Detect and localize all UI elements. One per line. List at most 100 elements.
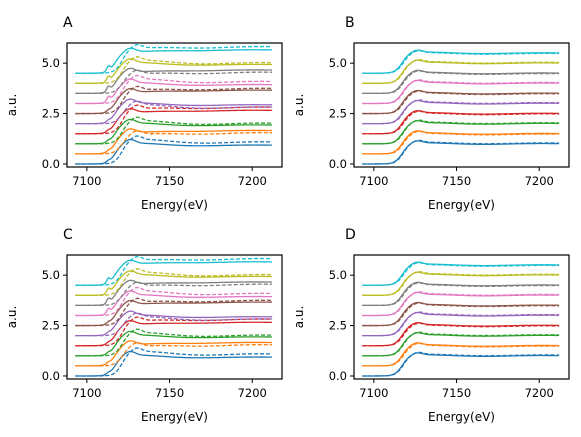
y-tick-label: 5.0 <box>329 268 347 282</box>
y-axis-label: a.u. <box>292 94 306 117</box>
panel-label: C <box>63 227 73 243</box>
series-3-solid-line <box>75 330 273 357</box>
series-2-solid-line <box>75 128 273 155</box>
series-3-dashed-line <box>362 119 560 145</box>
series-9-dashed-line <box>75 268 273 296</box>
x-tick-label: 7150 <box>155 386 184 400</box>
series-10-dashed-line <box>75 44 273 74</box>
series-8-dashed-line <box>362 282 560 307</box>
series-8-dashed-line <box>362 70 560 95</box>
series-10-dashed-line <box>362 50 560 74</box>
y-axis-label: a.u. <box>5 94 19 117</box>
series-4-solid-line <box>75 320 273 347</box>
y-tick-label: 5.0 <box>42 268 60 282</box>
panel-D: D 7100 7150 7200 0.0 2.5 5.0 Energy(eV) a.u. <box>292 227 570 424</box>
series-2-dashed-line <box>362 130 560 155</box>
series-2-dashed-line <box>362 342 560 367</box>
x-tick-label: 7200 <box>525 174 554 188</box>
series-8-dashed-line <box>75 69 273 95</box>
series-3-dashed-line <box>75 328 273 357</box>
series-1-dashed-line <box>362 351 560 377</box>
panel-B: B 7100 7150 7200 0.0 2.5 5.0 Energy(eV) a.u. <box>292 15 570 212</box>
series-7-dashed-line <box>362 79 560 105</box>
series-1-solid-line <box>75 350 273 377</box>
panel-label: D <box>345 227 356 243</box>
series-7-dashed-line <box>75 286 273 317</box>
series-group <box>362 49 560 165</box>
series-8-solid-line <box>75 67 273 95</box>
y-axis-label: a.u. <box>292 306 306 329</box>
series-2-dashed-line <box>75 342 273 367</box>
series-3-dashed-line <box>75 116 273 145</box>
series-1-dashed-line <box>362 139 560 165</box>
series-group <box>362 261 560 377</box>
series-8-solid-line <box>75 279 273 307</box>
x-axis-label: Energy(eV) <box>428 198 495 212</box>
series-6-solid-line <box>75 299 273 327</box>
series-5-solid-line <box>75 310 273 337</box>
x-tick-label: 7200 <box>238 386 267 400</box>
series-3-solid-line <box>75 118 273 145</box>
series-4-dashed-line <box>75 104 273 135</box>
panel-C: C 7100 7150 7200 0.0 2.5 5.0 Energy(eV) a.u. <box>5 227 283 424</box>
axes-frame <box>66 42 283 168</box>
series-9-solid-line <box>75 58 273 84</box>
y-tick-label: 0.0 <box>329 369 347 383</box>
x-tick-label: 7100 <box>72 386 101 400</box>
series-5-dashed-line <box>75 100 273 125</box>
series-5-dashed-line <box>362 311 560 337</box>
series-7-solid-line <box>75 78 273 105</box>
series-10-dashed-line <box>75 256 273 286</box>
y-tick-label: 5.0 <box>329 56 347 70</box>
x-tick-label: 7100 <box>359 386 388 400</box>
y-tick-label: 0.0 <box>42 369 60 383</box>
series-group <box>75 44 273 165</box>
series-4-dashed-line <box>75 316 273 347</box>
series-10-solid-line <box>75 47 273 74</box>
series-10-solid-line <box>75 259 273 286</box>
series-2-solid-line <box>75 340 273 367</box>
series-4-dashed-line <box>362 322 560 347</box>
series-7-dashed-line <box>75 74 273 105</box>
series-1-dashed-line <box>75 135 273 165</box>
series-5-solid-line <box>75 98 273 125</box>
y-tick-label: 2.5 <box>42 107 60 121</box>
x-axis-label: Energy(eV) <box>141 410 208 424</box>
x-tick-label: 7150 <box>442 174 471 188</box>
x-tick-label: 7200 <box>238 174 267 188</box>
y-tick-label: 5.0 <box>42 56 60 70</box>
series-8-dashed-line <box>75 281 273 307</box>
series-10-dashed-line <box>362 262 560 286</box>
y-tick-label: 0.0 <box>329 157 347 171</box>
x-axis-label: Energy(eV) <box>141 198 208 212</box>
series-7-solid-line <box>75 290 273 317</box>
series-1-solid-line <box>75 138 273 165</box>
y-tick-label: 2.5 <box>329 107 347 121</box>
series-6-dashed-line <box>362 90 560 115</box>
x-axis-label: Energy(eV) <box>428 410 495 424</box>
panel-label: A <box>63 15 73 31</box>
series-4-solid-line <box>75 108 273 135</box>
series-2-dashed-line <box>75 130 273 155</box>
x-tick-label: 7100 <box>72 174 101 188</box>
series-9-dashed-line <box>362 59 560 84</box>
panel-A: A 7100 7150 7200 0.0 2.5 5.0 Energy(eV) a.u. <box>5 15 283 212</box>
y-tick-label: 0.0 <box>42 157 60 171</box>
x-tick-label: 7200 <box>525 386 554 400</box>
axes-frame <box>353 42 570 168</box>
series-5-dashed-line <box>362 99 560 125</box>
x-tick-label: 7100 <box>359 174 388 188</box>
series-9-dashed-line <box>75 56 273 84</box>
series-9-dashed-line <box>362 271 560 296</box>
series-6-dashed-line <box>362 302 560 327</box>
series-1-dashed-line <box>75 347 273 377</box>
series-5-dashed-line <box>75 312 273 337</box>
series-3-dashed-line <box>362 331 560 357</box>
x-tick-label: 7150 <box>442 386 471 400</box>
series-group <box>75 256 273 377</box>
axes-frame <box>66 254 283 380</box>
series-6-solid-line <box>75 87 273 115</box>
axes-frame <box>353 254 570 380</box>
y-tick-label: 2.5 <box>329 319 347 333</box>
